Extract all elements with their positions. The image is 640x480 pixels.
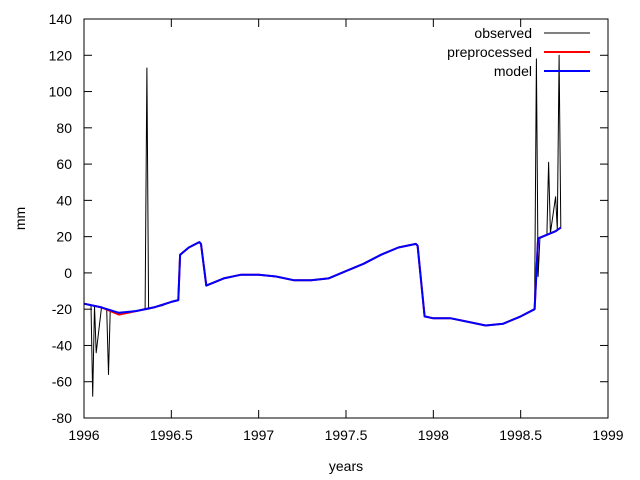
legend-label-preprocessed: preprocessed bbox=[447, 44, 532, 60]
y-tick-label: 20 bbox=[56, 229, 72, 245]
y-tick-label: 80 bbox=[56, 120, 72, 136]
legend-label-model: model bbox=[494, 63, 532, 79]
x-tick-label: 1999 bbox=[592, 427, 623, 443]
y-tick-label: 0 bbox=[64, 265, 72, 281]
x-tick-label: 1997.5 bbox=[325, 427, 368, 443]
series-layer bbox=[83, 54, 562, 397]
series-line-observed bbox=[83, 54, 562, 397]
series-line-model bbox=[83, 226, 562, 327]
legend-label-observed: observed bbox=[474, 25, 532, 41]
x-tick-label: 1998.5 bbox=[499, 427, 542, 443]
y-tick-label: -20 bbox=[52, 301, 72, 317]
y-tick-label: 60 bbox=[56, 156, 72, 172]
x-tick-label: 1998 bbox=[418, 427, 449, 443]
y-tick-label: -40 bbox=[52, 337, 72, 353]
x-axis-title: years bbox=[329, 458, 363, 474]
y-axis-title: mm bbox=[12, 207, 28, 230]
y-tick-label: -80 bbox=[52, 410, 72, 426]
x-tick-label: 1996.5 bbox=[150, 427, 193, 443]
ticks-layer: 1996 1996.5 1997 1997.5 1998 1998.5 1999 -80 -60… bbox=[49, 11, 624, 443]
legend: observed preprocessed model bbox=[447, 25, 590, 79]
series-line-preprocessed bbox=[83, 226, 562, 327]
x-tick-label: 1997 bbox=[243, 427, 274, 443]
y-tick-label: 100 bbox=[49, 84, 73, 100]
x-tick-label: 1996 bbox=[68, 427, 99, 443]
y-tick-label: -60 bbox=[52, 374, 72, 390]
y-tick-label: 140 bbox=[49, 11, 73, 27]
y-tick-label: 120 bbox=[49, 47, 73, 63]
y-tick-label: 40 bbox=[56, 192, 72, 208]
